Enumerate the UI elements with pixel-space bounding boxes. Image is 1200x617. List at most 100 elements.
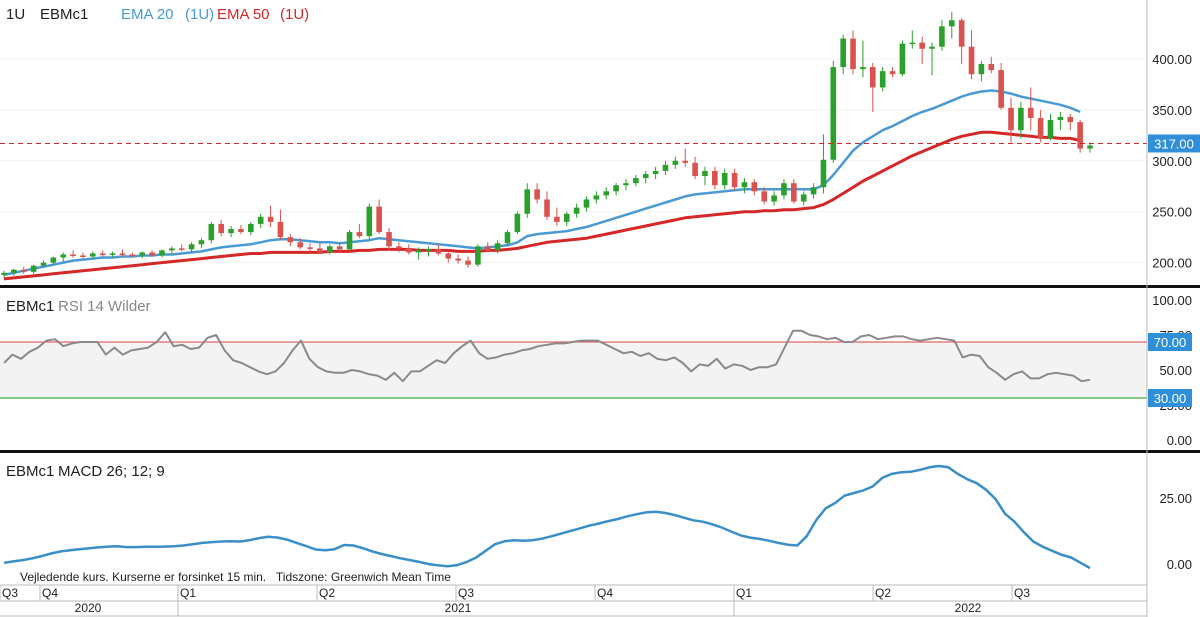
symbol-label[interactable]: EBMc1 [40, 6, 88, 23]
candle-body [583, 199, 590, 208]
year-label: 2021 [445, 601, 472, 615]
price-gridlines [0, 58, 1147, 264]
candle-body [396, 246, 402, 249]
rsi-band-fill [0, 342, 1147, 398]
rsi-level-badge [1148, 333, 1192, 351]
candle-body [840, 38, 846, 68]
macd-y-axis: 0.00 25.00 [1159, 491, 1192, 572]
candle-body [1047, 120, 1054, 139]
macd-indicator-label[interactable]: MACD 26; 12; 9 [58, 463, 165, 480]
candle-body [60, 254, 67, 258]
ema20-legend-param[interactable]: (1U) [185, 6, 214, 23]
candle-body [99, 253, 106, 255]
candle-body [248, 223, 254, 233]
candle-body [968, 46, 975, 75]
quarter-label: Q3 [458, 586, 474, 600]
year-label: 2020 [75, 601, 102, 615]
candle-body [879, 71, 886, 88]
rsi-indicator-label[interactable]: RSI 14 Wilder [58, 298, 151, 315]
candle-body [504, 232, 511, 244]
candle-body [692, 162, 698, 177]
candle-body [435, 249, 442, 254]
ema50-legend-label[interactable]: EMA 50 [217, 6, 270, 23]
candle-body [1077, 122, 1083, 149]
panel-divider-2[interactable] [0, 450, 1200, 453]
quarter-label: Q4 [42, 586, 58, 600]
rsi-level-badge [1148, 389, 1192, 407]
candle-body [929, 46, 935, 49]
candle-body [791, 183, 797, 202]
candle-body [702, 170, 708, 177]
ema20-legend-label[interactable]: EMA 20 [121, 6, 174, 23]
ema50-legend-param[interactable]: (1U) [280, 6, 309, 23]
rsi-symbol-label[interactable]: EBMc1 [6, 298, 54, 315]
candle-body [119, 253, 126, 255]
interval-label[interactable]: 1U [6, 6, 25, 23]
quarter-label: Q1 [736, 586, 752, 600]
candle-body [346, 232, 353, 250]
candle-body [386, 232, 392, 247]
candle-body [830, 67, 837, 160]
macd-symbol-label[interactable]: EBMc1 [6, 463, 54, 480]
candle-body [257, 216, 264, 224]
candle-body [721, 173, 728, 186]
candle-body [297, 242, 303, 248]
price-panel-bg [0, 0, 1147, 285]
candle-body [1027, 107, 1034, 118]
quarter-label: Q4 [597, 586, 613, 600]
candle-body [593, 195, 600, 200]
candle-body [889, 71, 896, 75]
candle-body [376, 206, 382, 233]
candle-body [415, 250, 422, 253]
candle-body [50, 257, 57, 263]
candle-body [563, 213, 570, 222]
candle-body [445, 253, 452, 259]
macd-tick-label: 0.00 [1167, 557, 1192, 572]
candle-body [810, 187, 817, 195]
last-price-badge: 317.00 [1148, 134, 1200, 153]
candle-body [484, 246, 491, 251]
candle-body [139, 252, 146, 256]
candle-body [30, 265, 37, 272]
candle-body [544, 199, 550, 217]
rsi-line [3, 329, 1091, 383]
candle-body [277, 221, 284, 238]
candle-body [573, 207, 580, 214]
candle-body [178, 248, 185, 250]
price-tick-label: 400.00 [1152, 52, 1192, 67]
candle-body [939, 26, 945, 47]
candle-body [494, 243, 501, 251]
candle-body [80, 255, 86, 257]
rsi-band [0, 341, 1147, 399]
candle-body [534, 189, 540, 200]
candle-body [909, 42, 916, 45]
candle-body [366, 206, 373, 237]
price-tick-label: 250.00 [1152, 205, 1192, 220]
candle-body [751, 182, 758, 192]
candle-body [149, 252, 155, 256]
candle-body [336, 246, 343, 250]
quarter-label: Q3 [1014, 586, 1030, 600]
delay-disclaimer: Vejledende kurs. Kurserne er forsinket 1… [20, 570, 451, 584]
price-tick-label: 300.00 [1152, 154, 1192, 169]
candle-body [218, 223, 224, 234]
candle-body [781, 183, 787, 196]
candle-body [198, 240, 205, 245]
candle-body [712, 170, 718, 186]
candle-body [169, 248, 175, 251]
candle-body [20, 269, 27, 272]
year-label: 2022 [955, 601, 982, 615]
candle-body [623, 183, 629, 186]
candle-body [1067, 116, 1074, 123]
candle-body [761, 191, 767, 202]
ema20-line [3, 89, 1081, 277]
candle-body [603, 191, 610, 196]
rsi-tick-label: 100.00 [1152, 293, 1192, 308]
candle-body [662, 164, 669, 171]
price-panel: 200.00 250.00 300.00 350.00 400.00 317.00 [0, 0, 1200, 285]
candle-body [40, 262, 47, 266]
panel-divider-1[interactable] [0, 285, 1200, 288]
